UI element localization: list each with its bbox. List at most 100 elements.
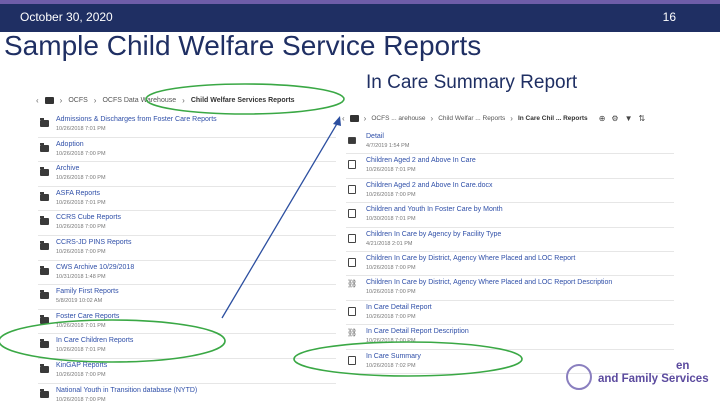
item-name[interactable]: CWS Archive 10/29/2018 [56, 263, 135, 271]
folder-icon [40, 363, 49, 373]
document-icon [348, 184, 356, 194]
item-date: 10/26/2018 7:00 PM [56, 396, 106, 403]
report-icon [348, 306, 356, 316]
breadcrumb-item[interactable]: OCFS [68, 96, 88, 104]
logo-text: en and Family Services [598, 360, 709, 386]
item-name[interactable]: Children In Care by Agency by Facility T… [366, 230, 502, 238]
item-name[interactable]: National Youth in Transition database (N… [56, 386, 198, 394]
list-item[interactable]: Children In Care by District, Agency Whe… [346, 252, 674, 277]
list-item[interactable]: In Care Children Reports 10/26/2018 7:01 … [38, 334, 338, 359]
chevron-right-icon: › [430, 113, 434, 123]
item-date: 10/26/2018 7:01 PM [56, 126, 106, 132]
breadcrumb-item[interactable]: Child Welfar ... Reports [438, 114, 506, 122]
list-item[interactable]: KinGAP Reports 10/26/2018 7:00 PM [38, 359, 338, 384]
folder-icon [348, 137, 356, 144]
list-item[interactable]: Family First Reports 5/8/2019 10:02 AM [38, 285, 338, 310]
list-item[interactable]: Children In Care by Agency by Facility T… [346, 228, 674, 252]
list-item[interactable]: CCRS-JD PINS Reports 10/26/2018 7:00 PM [38, 236, 338, 261]
item-name[interactable]: Children Aged 2 and Above In Care.docx [366, 181, 493, 189]
folder-icon [40, 167, 49, 177]
item-date: 10/26/2018 7:00 PM [56, 224, 106, 231]
back-chevron-icon[interactable]: ‹ [36, 95, 39, 105]
list-item[interactable]: Children Aged 2 and Above In Care 10/26/2… [346, 154, 674, 179]
item-date: 5/8/2019 10:02 AM [56, 298, 103, 305]
header-accent-stripe [0, 0, 720, 4]
item-date: 10/26/2018 7:00 PM [56, 175, 106, 182]
slide-subtitle: In Care Summary Report [366, 72, 578, 93]
list-item[interactable]: CWS Archive 10/29/2018 10/31/2018 1:48 PM [38, 261, 338, 286]
item-name[interactable]: Children and Youth In Foster Care by Mon… [366, 206, 503, 214]
item-name[interactable]: Archive [56, 165, 80, 173]
list-item[interactable]: ASFA Reports 10/26/2018 7:01 PM [38, 187, 338, 212]
list-item[interactable]: Admissions & Discharges from Foster Care… [38, 113, 338, 138]
list-item[interactable]: Children and Youth In Foster Care by Mon… [346, 203, 674, 228]
header-bar [0, 0, 720, 32]
filter-icon[interactable]: ▼ [624, 113, 633, 123]
add-icon[interactable]: ⊕ [598, 113, 606, 123]
breadcrumb-current[interactable]: Child Welfare Services Reports [190, 96, 295, 104]
slide-title: Sample Child Welfare Service Reports [4, 30, 482, 61]
item-name[interactable]: CCRS Cube Reports [56, 214, 121, 222]
item-name[interactable]: Family First Reports [56, 288, 119, 296]
link-icon [347, 279, 357, 291]
item-name[interactable]: In Care Summary [366, 352, 421, 360]
item-date: 10/26/2018 7:00 PM [366, 338, 416, 345]
list-item[interactable]: In Care Detail Report Description 10/26/2… [346, 325, 674, 350]
list-item[interactable]: Children Aged 2 and Above In Care.docx 10… [346, 179, 674, 204]
list-item[interactable]: Children In Care by District, Agency Whe… [346, 276, 674, 301]
item-name[interactable]: In Care Detail Report Description [366, 328, 469, 336]
list-item[interactable]: Foster Care Reports 10/26/2018 7:01 PM [38, 310, 338, 335]
item-date: 10/26/2018 7:00 PM [56, 150, 106, 157]
item-name[interactable]: Adoption [56, 140, 84, 148]
logo-seal-icon [566, 364, 592, 390]
item-name[interactable]: In Care Children Reports [56, 337, 134, 345]
back-chevron-icon[interactable]: ‹ [342, 113, 345, 123]
list-item[interactable]: CCRS Cube Reports 10/26/2018 7:00 PM [38, 211, 338, 236]
breadcrumb-current[interactable]: In Care Chil ... Reports [517, 114, 588, 122]
item-date: 10/26/2018 7:01 PM [56, 347, 106, 354]
report-icon [348, 355, 356, 365]
list-item[interactable]: Detail 4/7/2019 1:54 PM [346, 130, 674, 155]
item-name[interactable]: Children In Care by District, Agency Whe… [366, 254, 576, 262]
list-item[interactable]: In Care Detail Report 10/26/2018 7:00 PM [346, 301, 674, 326]
item-date: 4/21/2018 2:01 PM [366, 240, 413, 247]
link-icon [347, 328, 357, 340]
chevron-right-icon: › [59, 95, 63, 105]
breadcrumb-item[interactable]: OCFS Data Warehouse [102, 96, 177, 104]
item-date: 10/26/2018 7:02 PM [366, 362, 416, 369]
list-item[interactable]: National Youth in Transition database (N… [38, 384, 338, 405]
item-date: 10/26/2018 7:01 PM [56, 322, 106, 329]
chevron-right-icon: › [510, 113, 513, 123]
item-date: 10/26/2018 7:00 PM [366, 289, 416, 296]
item-name[interactable]: KinGAP Reports [56, 361, 108, 369]
list-item[interactable]: Archive 10/26/2018 7:00 PM [38, 162, 338, 187]
gear-icon[interactable]: ⚙ [611, 113, 619, 123]
chevron-right-icon: › [93, 95, 97, 105]
toolbar: ⊕ ⚙ ▼ ⇅ [599, 114, 646, 123]
item-name[interactable]: Children Aged 2 and Above In Care [366, 157, 476, 165]
home-folder-icon[interactable] [349, 114, 359, 122]
folder-icon [40, 290, 49, 300]
item-name[interactable]: Foster Care Reports [56, 312, 120, 320]
slide-date: October 30, 2020 [20, 10, 113, 24]
logo-line-1: en [676, 360, 690, 372]
list-item[interactable]: Adoption 10/26/2018 7:00 PM [38, 138, 338, 163]
item-name[interactable]: Detail [366, 133, 384, 140]
agency-logo: en and Family Services [566, 356, 720, 405]
chevron-right-icon: › [182, 95, 185, 105]
folder-icon [40, 142, 49, 152]
home-folder-icon[interactable] [44, 96, 54, 104]
item-name[interactable]: Admissions & Discharges from Foster Care… [56, 116, 217, 123]
breadcrumb-item[interactable]: OCFS ... arehouse [371, 114, 426, 122]
sort-icon[interactable]: ⇅ [638, 113, 646, 123]
item-name[interactable]: ASFA Reports [56, 189, 100, 197]
folder-icon [40, 240, 49, 250]
report-icon [348, 209, 356, 219]
item-name[interactable]: CCRS-JD PINS Reports [56, 238, 132, 246]
folder-icon [40, 265, 49, 275]
item-date: 10/26/2018 7:00 PM [366, 191, 416, 198]
logo-line-2: and Family Services [598, 373, 709, 385]
item-name[interactable]: Children In Care by District, Agency Whe… [366, 279, 613, 287]
item-date: 10/30/2018 7:01 PM [366, 216, 416, 223]
item-name[interactable]: In Care Detail Report [366, 303, 432, 311]
